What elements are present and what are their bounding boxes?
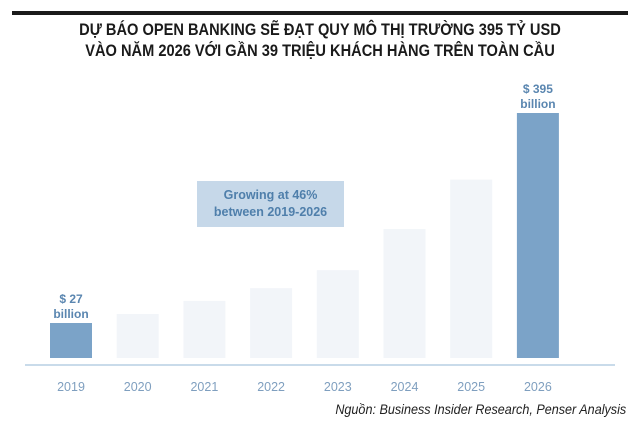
bar-2026 <box>516 113 559 358</box>
chart-title-line-2: VÀO NĂM 2026 VỚI GẦN 39 TRIỆU KHÁCH HÀNG… <box>85 41 555 60</box>
x-tick-label-2023: 2023 <box>324 380 352 394</box>
source-note: Nguồn: Business Insider Research, Penser… <box>335 401 626 417</box>
x-tick-label-2026: 2026 <box>524 380 552 394</box>
bar-2024 <box>383 229 426 358</box>
bar-2023 <box>316 270 359 358</box>
bar-2020 <box>116 314 159 358</box>
top-rule <box>12 11 628 15</box>
annotation-line-2: between 2019-2026 <box>213 205 328 219</box>
chart-title-line-1: DỰ BÁO OPEN BANKING SẼ ĐẠT QUY MÔ THỊ TR… <box>79 20 561 39</box>
x-tick-label-2022: 2022 <box>257 380 285 394</box>
bar-2025 <box>450 179 493 358</box>
growth-annotation: Growing at 46% between 2019-2026 <box>197 181 344 227</box>
x-tick-label-2019: 2019 <box>57 380 85 394</box>
x-tick-label-2020: 2020 <box>124 380 152 394</box>
data-label-unit-2019: billion <box>53 307 88 321</box>
bar-2021 <box>183 300 226 358</box>
x-tick-label-2024: 2024 <box>391 380 419 394</box>
data-label-value-2026: $ 395 <box>523 82 553 96</box>
data-label-value-2019: $ 27 <box>59 292 83 306</box>
x-tick-label-2025: 2025 <box>457 380 485 394</box>
x-tick-label-2021: 2021 <box>190 380 218 394</box>
bar-2019 <box>50 323 92 358</box>
bar-2022 <box>250 288 293 358</box>
data-label-unit-2026: billion <box>520 97 555 111</box>
annotation-line-1: Growing at 46% <box>223 188 318 202</box>
